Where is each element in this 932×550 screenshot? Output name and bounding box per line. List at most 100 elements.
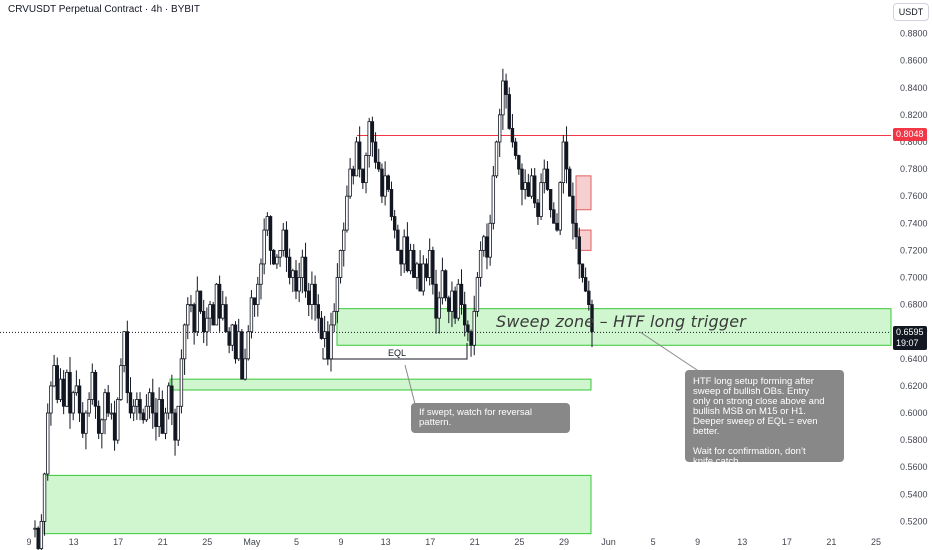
candle-body <box>103 392 107 421</box>
candle-body <box>166 385 171 414</box>
candle-body <box>227 331 231 346</box>
candle-body <box>87 399 91 414</box>
price-tick-label: 0.8000 <box>900 137 928 147</box>
candle-body <box>77 385 82 414</box>
candle-body <box>345 195 349 231</box>
candle-body <box>84 412 88 434</box>
candle-body <box>456 283 461 319</box>
last-price-value: 0.6595 <box>896 327 924 338</box>
time-tick-label: May <box>243 537 261 547</box>
candle-body <box>526 182 531 197</box>
candle-body <box>135 399 139 407</box>
candle-body <box>427 249 432 278</box>
eql-bracket <box>322 343 468 360</box>
candle-body <box>157 399 161 427</box>
candle-body <box>504 80 508 95</box>
candle-body <box>453 290 457 319</box>
candle-body <box>81 412 85 434</box>
candle-body <box>520 168 524 190</box>
candle-body <box>517 155 521 170</box>
candle-body <box>144 405 149 421</box>
candle-body <box>342 229 346 251</box>
sweep-zone-label: Sweep zone – HTF long trigger <box>496 312 747 331</box>
candle-body <box>246 331 250 360</box>
price-tick-label: 0.5800 <box>900 435 928 445</box>
time-tick-label: Jun <box>601 537 616 547</box>
candle-body <box>577 236 581 265</box>
price-tick-label: 0.6400 <box>900 354 928 364</box>
candle-body <box>252 297 257 306</box>
candle-body <box>287 256 292 278</box>
candle-body <box>472 310 476 346</box>
candle-body <box>195 290 200 333</box>
candle-body <box>147 392 152 407</box>
candle-body <box>561 141 566 184</box>
candle-body <box>237 331 241 360</box>
candle-body <box>170 385 174 414</box>
candle-body <box>466 324 470 333</box>
candle-body <box>399 249 403 265</box>
candle-body <box>100 419 104 434</box>
candle-body <box>33 527 37 530</box>
candle-body <box>211 304 215 326</box>
candle-body <box>182 324 187 360</box>
price-tick-label: 0.6000 <box>900 408 928 418</box>
candle-body <box>571 195 575 224</box>
candle-body <box>303 256 308 292</box>
candle-body <box>443 270 448 299</box>
candle-body <box>434 283 438 319</box>
candle-body <box>424 263 429 278</box>
candle-body <box>128 392 133 414</box>
candle-body <box>42 473 47 522</box>
candle-body <box>55 365 59 400</box>
time-tick-label: 5 <box>294 537 299 547</box>
candle-body <box>281 229 285 251</box>
candle-body <box>106 392 110 414</box>
candle-body <box>364 155 368 184</box>
candle-body <box>313 283 317 306</box>
candle-body <box>74 385 79 394</box>
candle-body <box>351 168 355 177</box>
candle-body <box>284 229 289 258</box>
candle-body <box>192 304 196 333</box>
currency-unit-button[interactable]: USDT <box>893 3 929 21</box>
bar-countdown: 19:07 <box>896 338 919 349</box>
note-line: sweep of bullish OBs. Entry <box>693 386 810 397</box>
candle-body <box>545 168 550 190</box>
price-axis: 0.8800 0.8600 0.8400 0.8200 0.8000 0.7800 0.76… <box>900 29 928 527</box>
candle-body <box>361 168 365 184</box>
candle-body <box>256 283 260 306</box>
candle-body <box>380 168 384 197</box>
candle-body <box>46 412 50 475</box>
candle-body <box>491 175 496 224</box>
candle-body <box>510 128 515 143</box>
candle-body <box>96 405 101 434</box>
time-tick-label: 5 <box>651 537 656 547</box>
candle-body <box>322 331 327 339</box>
candle-body <box>583 277 588 292</box>
candle-body <box>475 277 480 312</box>
candle-body <box>482 236 486 251</box>
price-tick-label: 0.5200 <box>900 516 928 526</box>
candle-body <box>93 371 98 407</box>
candle-body <box>370 121 375 143</box>
candle-body <box>332 310 336 326</box>
candle-body <box>198 290 203 312</box>
candle-body <box>529 175 534 197</box>
eql-note: If swept, watch for reversal pattern. <box>411 403 570 433</box>
candle-body <box>268 216 273 251</box>
time-tick-label: 9 <box>695 537 700 547</box>
candle-body <box>440 270 445 299</box>
candle-body <box>141 412 145 421</box>
candle-body <box>415 263 419 278</box>
supply-box-upper <box>575 175 592 211</box>
htf-note-connector <box>639 331 701 373</box>
candle-body <box>163 412 168 434</box>
candle-body <box>71 392 75 414</box>
candle-body <box>297 277 301 292</box>
candle-body <box>523 182 527 190</box>
candle-body <box>278 249 282 258</box>
candle-body <box>217 283 222 319</box>
candle-body <box>109 412 114 415</box>
